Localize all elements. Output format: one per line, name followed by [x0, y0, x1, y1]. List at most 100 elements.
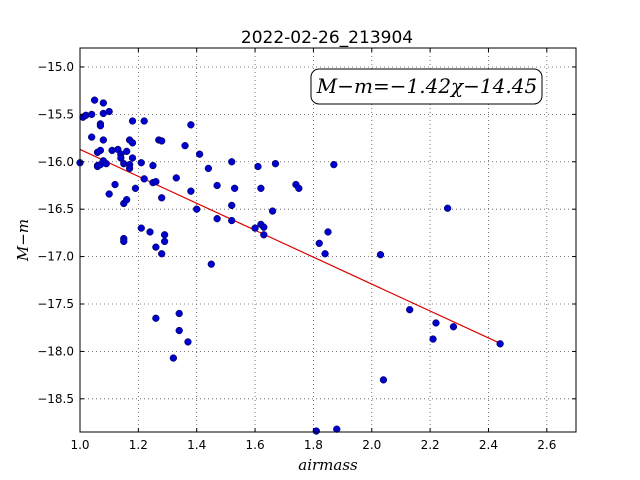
data-point	[160, 237, 169, 246]
data-point	[443, 204, 452, 212]
data-point	[429, 335, 437, 343]
x-tick-label: 1.6	[246, 438, 265, 452]
grid-lines	[79, 48, 576, 432]
data-point	[193, 205, 201, 213]
data-point	[376, 251, 385, 259]
data-point	[230, 184, 239, 192]
data-point	[260, 223, 268, 231]
data-point	[312, 427, 320, 435]
fit-equation-box: M−m=−1.42χ−14.45	[310, 68, 543, 105]
data-point	[187, 187, 195, 195]
data-point	[128, 154, 137, 162]
data-point	[125, 164, 134, 173]
y-axis-label: M−m	[14, 219, 32, 262]
data-point	[228, 201, 236, 210]
data-point	[184, 338, 192, 346]
y-tick-label: −15.0	[37, 60, 74, 74]
x-tick-label: 2.4	[479, 438, 498, 452]
data-point	[333, 425, 341, 433]
data-point	[432, 319, 440, 327]
data-point	[254, 162, 262, 171]
data-point	[128, 139, 137, 147]
data-point	[140, 175, 148, 183]
data-point	[268, 207, 277, 215]
fit-equation-frame	[310, 68, 543, 105]
data-point	[131, 184, 140, 192]
data-point	[128, 117, 137, 125]
data-point	[102, 160, 110, 168]
data-point	[158, 137, 166, 145]
data-point	[228, 158, 236, 166]
data-point	[324, 228, 332, 236]
data-point	[105, 190, 113, 198]
data-point	[207, 260, 215, 268]
data-point	[96, 122, 105, 130]
data-point	[117, 154, 125, 162]
data-points-layer	[76, 96, 504, 435]
data-point	[123, 196, 131, 204]
data-point	[120, 237, 128, 246]
plot-frame	[79, 47, 577, 433]
data-point	[321, 250, 329, 258]
data-point	[152, 243, 160, 251]
data-point	[137, 159, 145, 167]
data-point	[213, 215, 221, 223]
x-tick-label: 2.2	[421, 438, 440, 452]
data-point	[152, 178, 160, 186]
data-point	[99, 99, 107, 107]
data-point	[140, 117, 148, 125]
data-point	[271, 160, 280, 168]
data-point	[315, 239, 323, 247]
data-point	[160, 231, 169, 239]
data-point	[251, 224, 259, 232]
y-tick-label: −15.5	[37, 107, 74, 121]
data-point	[228, 216, 236, 225]
data-point	[88, 133, 96, 141]
data-point	[158, 194, 166, 202]
data-point	[260, 231, 268, 239]
data-point	[195, 150, 204, 158]
data-point	[379, 376, 388, 384]
axis-ticks: 1.0 1.2 1.4 1.6 1.8 2.0 2.2 2.4 2.6 −15.0 −15.5 −16…	[37, 48, 576, 452]
y-tick-label: −18.5	[37, 392, 74, 406]
data-point	[496, 340, 504, 348]
data-point	[175, 326, 183, 335]
data-point	[187, 121, 195, 129]
data-point	[330, 160, 338, 169]
data-point	[204, 164, 213, 173]
data-point	[449, 323, 458, 331]
x-tick-label: 1.8	[304, 438, 323, 452]
data-point	[257, 184, 265, 192]
x-tick-label: 1.4	[187, 438, 206, 452]
y-tick-label: −16.0	[37, 155, 74, 169]
x-tick-label: 1.2	[129, 438, 148, 452]
data-point	[111, 180, 119, 189]
chart-title: 2022-02-26_213904	[241, 28, 413, 48]
x-tick-label: 2.0	[362, 438, 381, 452]
data-point	[105, 107, 113, 116]
y-tick-label: −16.5	[37, 202, 74, 216]
x-tick-label: 2.6	[537, 438, 556, 452]
y-tick-label: −17.5	[37, 297, 74, 311]
data-point	[213, 181, 221, 190]
y-tick-label: −17.0	[37, 250, 74, 264]
data-point	[96, 146, 105, 155]
data-point	[172, 174, 180, 182]
data-point	[181, 142, 189, 150]
y-tick-label: −18.0	[37, 344, 74, 358]
data-point	[406, 306, 414, 314]
data-point	[152, 314, 160, 322]
data-point	[295, 184, 303, 192]
data-point	[88, 110, 96, 119]
fit-equation-text: M−m=−1.42χ−14.45	[316, 74, 537, 98]
data-point	[123, 147, 131, 155]
data-point	[158, 250, 166, 258]
data-point	[146, 228, 154, 236]
data-point	[169, 354, 178, 362]
data-point	[137, 224, 145, 232]
data-point	[99, 136, 107, 144]
data-point	[90, 96, 99, 104]
x-axis-label: airmass	[298, 456, 358, 474]
data-point	[149, 161, 157, 170]
